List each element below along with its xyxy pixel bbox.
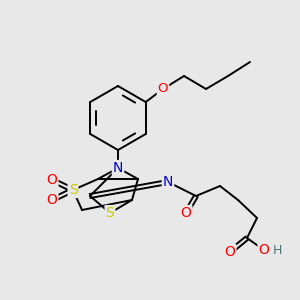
Text: O: O <box>225 245 236 259</box>
Text: O: O <box>46 173 57 187</box>
Text: H: H <box>273 244 282 256</box>
Text: O: O <box>46 193 57 207</box>
Text: N: N <box>113 161 123 175</box>
Text: O: O <box>259 243 269 257</box>
Text: O: O <box>158 82 168 95</box>
Text: S: S <box>106 206 114 220</box>
Text: O: O <box>181 206 191 220</box>
Text: S: S <box>69 183 77 197</box>
Text: N: N <box>163 175 173 189</box>
